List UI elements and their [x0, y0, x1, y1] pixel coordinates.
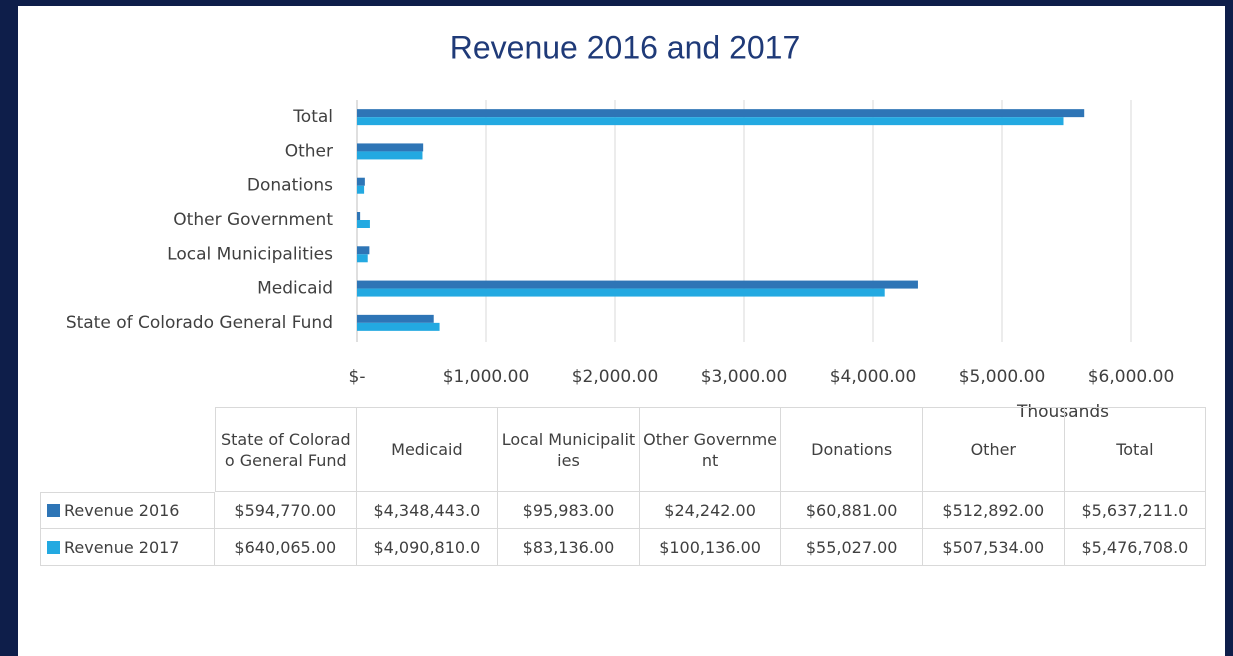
table-header-text: Total: [1116, 440, 1154, 459]
bar: [357, 280, 918, 289]
x-tick-label: $6,000.00: [1088, 367, 1175, 387]
table-value: $60,881.00: [781, 492, 923, 529]
table-value-text: $507,534.00: [942, 537, 1045, 557]
y-tick-label: Local Municipalities: [167, 244, 333, 264]
table-value-text: $60,881.00: [805, 500, 898, 520]
table-value: $507,534.00: [923, 529, 1065, 566]
x-tick-label: $2,000.00: [572, 367, 659, 387]
table-value-text: $100,136.00: [659, 537, 761, 557]
bar: [357, 246, 370, 255]
table-header-text: Medicaid: [391, 440, 463, 459]
table-header: Local Municipalities: [498, 407, 640, 492]
y-tick-label: Other Government: [173, 210, 333, 230]
legend-label: Revenue 2016: [64, 501, 180, 520]
table-value-text: $83,136.00: [522, 537, 615, 557]
table-value: $640,065.00: [215, 529, 357, 566]
table-value: $594,770.00: [215, 492, 357, 529]
chart-title: Revenue 2016 and 2017: [450, 29, 801, 65]
table-header: Other: [923, 407, 1065, 492]
table-value-text: $4,090,810.0: [373, 537, 481, 557]
x-tick-label: $3,000.00: [701, 367, 788, 387]
table-value-text: $24,242.00: [664, 500, 756, 520]
table-header-text: Other Government: [643, 429, 778, 470]
y-tick-label: State of Colorado General Fund: [66, 313, 333, 333]
table-header-text: Other: [970, 440, 1017, 459]
table-header: Other Government: [639, 407, 782, 492]
bar: [357, 254, 368, 263]
legend-label: Revenue 2017: [64, 537, 180, 557]
y-tick-label: Medicaid: [257, 279, 333, 299]
bar: [357, 177, 365, 186]
table-header: State of Colorado General Fund: [215, 407, 357, 492]
bar: [357, 117, 1064, 126]
y-tick-label: Total: [292, 107, 333, 127]
table-value: $100,136.00: [639, 529, 782, 566]
table-header: Medicaid: [356, 407, 499, 492]
table-value-text: $95,983.00: [522, 500, 615, 520]
table-header-text: Donations: [811, 440, 893, 459]
legend-entry: Revenue 2016: [40, 492, 215, 529]
table-value: $5,637,211.0: [1064, 492, 1207, 529]
x-tick-label: $4,000.00: [830, 367, 917, 387]
y-tick-label: Other: [285, 141, 333, 161]
table-header: Total: [1064, 407, 1207, 492]
bar: [357, 151, 423, 160]
table-value-text: $4,348,443.0: [373, 500, 481, 520]
table-value-text: $5,476,708.0: [1081, 537, 1189, 557]
bar: [357, 314, 434, 323]
table-value-text: $5,637,211.0: [1081, 500, 1189, 520]
y-tick-label: Donations: [247, 176, 333, 196]
table-value: $95,983.00: [498, 492, 640, 529]
legend-swatch: [47, 504, 60, 517]
table-value: $55,027.00: [781, 529, 923, 566]
bar: [357, 220, 370, 228]
legend-swatch: [47, 540, 60, 554]
table-value-text: $594,770.00: [234, 500, 337, 520]
bar: [357, 143, 424, 152]
x-tick-label: $5,000.00: [959, 367, 1046, 387]
table-header: Donations: [781, 407, 923, 492]
table-value: $4,348,443.0: [356, 492, 499, 529]
legend-entry: Revenue 2017: [40, 529, 215, 566]
bar: [357, 185, 365, 194]
x-tick-label: $1,000.00: [443, 367, 530, 387]
table-value: $24,242.00: [639, 492, 782, 529]
bar: [357, 288, 885, 297]
table-value: $83,136.00: [498, 529, 640, 566]
table-value: $4,090,810.0: [356, 529, 499, 566]
table-header-text: Local Municipalities: [501, 429, 636, 470]
x-tick-label: $-: [349, 367, 366, 387]
table-value: $5,476,708.0: [1064, 529, 1207, 566]
bar: [357, 212, 361, 220]
bar: [357, 109, 1085, 118]
table-value-text: $512,892.00: [942, 500, 1045, 520]
table-value-text: $55,027.00: [805, 537, 898, 557]
table-value-text: $640,065.00: [234, 537, 337, 557]
table-header-text: State of Colorado General Fund: [220, 429, 351, 470]
table-value: $512,892.00: [923, 492, 1065, 529]
bar: [357, 322, 440, 331]
